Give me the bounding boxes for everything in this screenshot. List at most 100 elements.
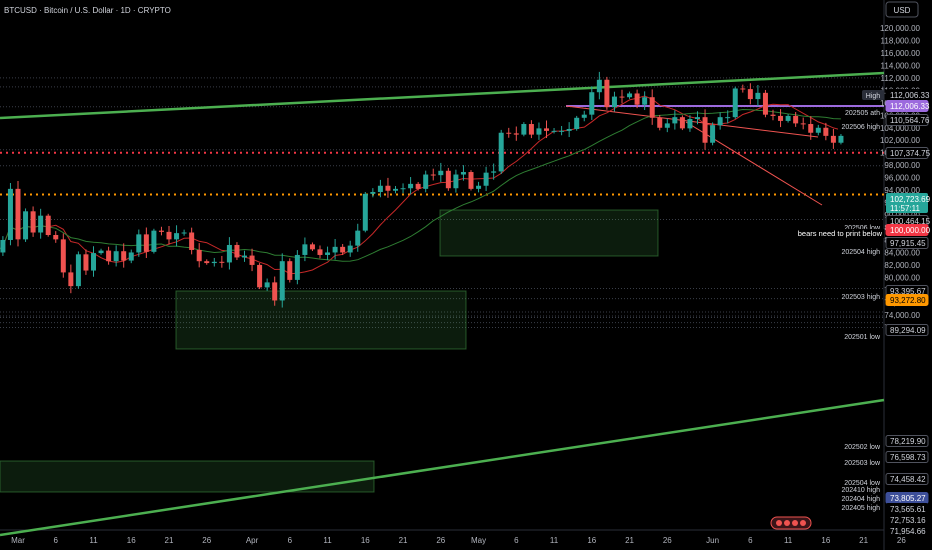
candle-body xyxy=(423,174,429,189)
candle-body xyxy=(770,114,776,116)
dot-icon xyxy=(792,520,798,526)
candle-body xyxy=(627,93,633,98)
time-tick-label: Mar xyxy=(11,536,25,545)
annotation-backdrop xyxy=(838,247,882,256)
candle-body xyxy=(196,249,202,262)
candle-body xyxy=(91,253,96,271)
time-tick-label: 21 xyxy=(625,536,634,545)
currency-button[interactable] xyxy=(885,1,919,18)
high-badge: 93,272.80 xyxy=(890,296,926,305)
candle-body xyxy=(657,117,663,128)
high-badge-box xyxy=(885,294,929,306)
candle-body xyxy=(559,130,565,132)
level-badge-box xyxy=(885,114,929,126)
time-tick-label: 26 xyxy=(436,536,445,545)
candle-body xyxy=(377,185,383,192)
current-price-box xyxy=(886,193,928,213)
demand-zones xyxy=(0,209,659,493)
level-badge: 71,954.66 xyxy=(890,527,926,536)
candle-body xyxy=(143,234,149,252)
annotation-backdrop xyxy=(838,292,882,301)
level-annotation: 202503 high xyxy=(841,294,880,301)
price-tick-label: 112,000.00 xyxy=(881,74,921,83)
annotation-backdrop xyxy=(804,229,884,238)
time-tick-label: 6 xyxy=(288,536,293,545)
candle-body xyxy=(785,115,791,121)
time-tick-label: Jun xyxy=(706,536,719,545)
candle-body xyxy=(717,117,723,126)
candle-body xyxy=(45,215,51,236)
candle-body xyxy=(695,117,700,120)
lower-channel-trendline xyxy=(0,398,885,537)
price-tick-label: 118,000.00 xyxy=(881,36,921,45)
candle-body xyxy=(476,185,482,189)
price-tick-label: 82,000.00 xyxy=(884,261,920,270)
candle-body xyxy=(15,188,21,240)
candle-body xyxy=(823,127,829,136)
time-tick-label: 21 xyxy=(859,536,868,545)
level-annotation: 202405 high xyxy=(841,505,880,512)
annotation-backdrop xyxy=(838,332,882,341)
candle-body xyxy=(778,115,784,121)
high-tag-box xyxy=(862,90,884,100)
candle-body xyxy=(672,117,678,124)
candle-body xyxy=(234,244,240,258)
ath-badge-box xyxy=(885,100,929,112)
candle-body xyxy=(219,261,225,263)
scroll-to-realtime-button[interactable] xyxy=(770,516,812,530)
time-tick-label: 6 xyxy=(748,536,753,545)
candle-body xyxy=(415,183,421,189)
annotation-backdrop xyxy=(838,485,882,494)
candle-body xyxy=(747,89,753,100)
level-badge-box xyxy=(885,473,929,485)
dot-icon xyxy=(784,520,790,526)
psychological-badge: 100,000.00 xyxy=(890,226,931,235)
demand-zone-box xyxy=(175,290,467,350)
candle-body xyxy=(710,125,716,143)
candle-body xyxy=(249,255,255,265)
candle-body xyxy=(438,170,444,176)
candle-body xyxy=(279,261,285,301)
candle-body xyxy=(264,282,270,288)
candle-body xyxy=(513,133,519,135)
candle-body xyxy=(830,135,836,143)
candle-body xyxy=(755,92,761,100)
annotation-backdrop xyxy=(838,494,882,503)
candle-body xyxy=(838,135,844,143)
candle-body xyxy=(106,250,112,262)
time-tick-label: 6 xyxy=(514,536,519,545)
level-badge: 72,753.16 xyxy=(890,516,926,525)
candle-body xyxy=(226,244,232,263)
candle-body xyxy=(272,282,278,301)
demand-zone-box xyxy=(0,460,375,493)
candle-body xyxy=(242,255,247,258)
candle-body xyxy=(664,123,670,128)
level-badge: 100,464.15 xyxy=(890,217,931,226)
candle-body xyxy=(317,249,323,255)
price-axis-badges: High 112,006.33 112,006.33 110,564.76 107,37… xyxy=(862,89,931,537)
candle-body xyxy=(544,128,549,131)
level-badge-box xyxy=(885,324,929,336)
candle-body xyxy=(551,130,557,132)
candle-body xyxy=(370,191,376,194)
level-badge: 78,219.90 xyxy=(890,437,926,446)
candle-body xyxy=(30,211,36,233)
candle-body xyxy=(634,93,640,105)
candle-body xyxy=(75,254,81,287)
candle-body xyxy=(393,188,398,191)
price-tick-label: 116,000.00 xyxy=(881,49,921,58)
candle-body xyxy=(604,79,610,108)
candle-body xyxy=(460,172,466,175)
candle-body xyxy=(430,174,436,176)
candle-body xyxy=(808,124,814,133)
candle-body xyxy=(287,261,293,280)
candle-body xyxy=(211,261,217,264)
candle-body xyxy=(136,234,142,253)
time-tick-label: 26 xyxy=(663,536,672,545)
level-badge-box xyxy=(885,451,929,463)
candle-body xyxy=(687,119,693,129)
candle-body xyxy=(347,245,353,253)
level-badge: 107,374.75 xyxy=(890,149,931,158)
candle-body xyxy=(385,185,391,191)
